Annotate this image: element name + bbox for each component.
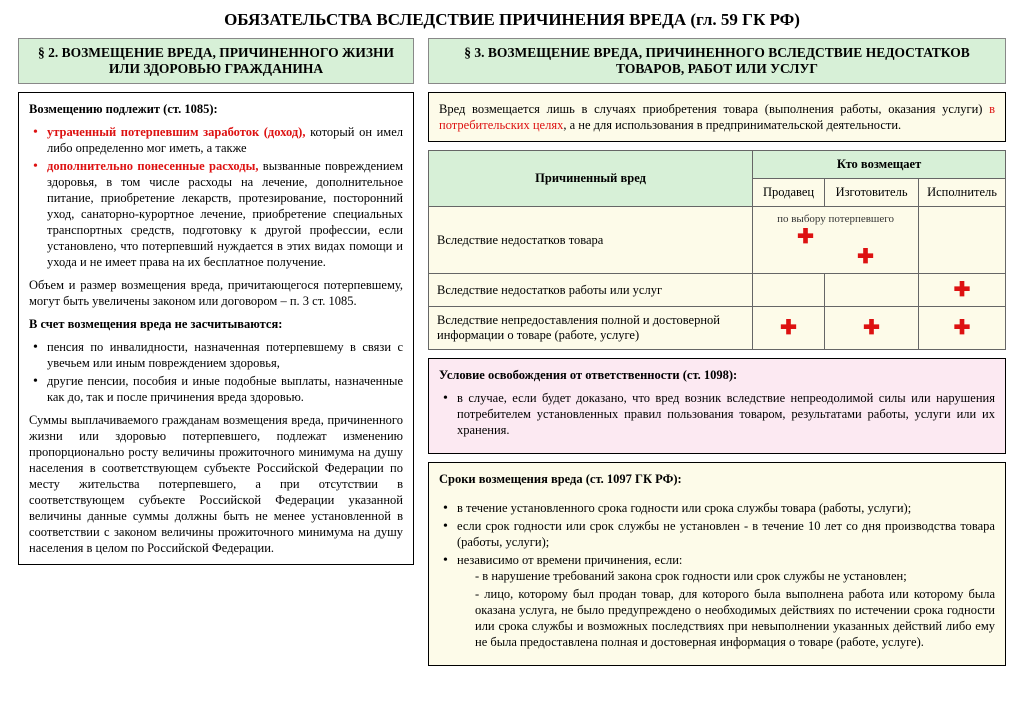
page-title: ОБЯЗАТЕЛЬСТВА ВСЛЕДСТВИЕ ПРИЧИНЕНИЯ ВРЕД…	[18, 10, 1006, 30]
row1-choice: по выбору потерпевшего ✚ ✚	[753, 207, 919, 274]
compensation-box: Возмещению подлежит (ст. 1085): утраченн…	[18, 92, 414, 565]
plus-icon: ✚	[863, 317, 880, 339]
row2-c1	[753, 274, 825, 307]
row3-label: Вследствие непредоставления полной и дос…	[429, 307, 753, 350]
intro-text: Вред возмещается лишь в случаях приобрет…	[439, 101, 995, 133]
intro-b: , а не для использования в предпринимате…	[563, 118, 901, 132]
terms-box: Сроки возмещения вреда (ст. 1097 ГК РФ):…	[428, 462, 1006, 666]
th-seller: Продавец	[753, 179, 825, 207]
row2-c2	[825, 274, 919, 307]
row2-label: Вследствие недостатков работы или услуг	[429, 274, 753, 307]
comp-intro: Возмещению подлежит (ст. 1085):	[29, 101, 403, 117]
terms-3a: - в нарушение требований закона срок год…	[475, 568, 995, 584]
th-exec: Исполнитель	[919, 179, 1006, 207]
comp-item-2-red: дополнительно понесенные расходы,	[47, 159, 258, 173]
th-who: Кто возмещает	[753, 151, 1006, 179]
right-column: § 3. ВОЗМЕЩЕНИЕ ВРЕДА, ПРИЧИНЕННОГО ВСЛЕ…	[428, 38, 1006, 674]
plus-icon: ✚	[797, 226, 814, 248]
not-counted-title: В счет возмещения вреда не засчитываются…	[29, 316, 403, 332]
row1-note: по выбору потерпевшего	[761, 213, 910, 225]
not-counted-2: другие пенсии, пособия и иные подобные в…	[29, 373, 403, 405]
terms-list: в течение установленного срока годности …	[439, 500, 995, 650]
terms-3b: - лицо, которому был продан товар, для к…	[475, 586, 995, 650]
exemption-item: в случае, если будет доказано, что вред …	[439, 390, 995, 438]
comp-item-2: дополнительно понесенные расходы, вызван…	[29, 158, 403, 270]
exemption-title: Условие освобождения от ответственности …	[439, 367, 995, 383]
row2-c3: ✚	[919, 274, 1006, 307]
exemption-list: в случае, если будет доказано, что вред …	[439, 390, 995, 438]
comp-p2: Объем и размер возмещения вреда, причита…	[29, 277, 403, 309]
th-harm: Причиненный вред	[429, 151, 753, 207]
columns: § 2. ВОЗМЕЩЕНИЕ ВРЕДА, ПРИЧИНЕННОГО ЖИЗН…	[18, 38, 1006, 674]
plus-icon: ✚	[954, 279, 971, 301]
plus-icon: ✚	[780, 317, 797, 339]
row3-c2: ✚	[825, 307, 919, 350]
liability-table: Причиненный вред Кто возмещает Продавец …	[428, 150, 1006, 350]
plus-icon: ✚	[857, 246, 874, 268]
terms-3-text: независимо от времени причинения, если:	[457, 553, 682, 567]
exemption-box: Условие освобождения от ответственности …	[428, 358, 1006, 454]
not-counted-list: пенсия по инвалидности, назначенная поте…	[29, 339, 403, 405]
intro-a: Вред возмещается лишь в случаях приобрет…	[439, 102, 989, 116]
comp-item-1: утраченный потерпевшим заработок (доход)…	[29, 124, 403, 156]
terms-3: независимо от времени причинения, если: …	[439, 552, 995, 650]
terms-3-sub: - в нарушение требований закона срок год…	[457, 568, 995, 650]
th-maker: Изготовитель	[825, 179, 919, 207]
terms-1: в течение установленного срока годности …	[439, 500, 995, 516]
comp-item-1-red: утраченный потерпевшим заработок (доход)…	[47, 125, 305, 139]
intro-box: Вред возмещается лишь в случаях приобрет…	[428, 92, 1006, 142]
comp-p4: Суммы выплачиваемого гражданам возмещени…	[29, 412, 403, 556]
row1-label: Вследствие недостатков товара	[429, 207, 753, 274]
not-counted-1: пенсия по инвалидности, назначенная поте…	[29, 339, 403, 371]
plus-icon: ✚	[954, 317, 971, 339]
row3-c3: ✚	[919, 307, 1006, 350]
row3-c1: ✚	[753, 307, 825, 350]
terms-2: если срок годности или срок службы не ус…	[439, 518, 995, 550]
section-3-header: § 3. ВОЗМЕЩЕНИЕ ВРЕДА, ПРИЧИНЕННОГО ВСЛЕ…	[428, 38, 1006, 84]
left-column: § 2. ВОЗМЕЩЕНИЕ ВРЕДА, ПРИЧИНЕННОГО ЖИЗН…	[18, 38, 414, 674]
terms-title: Сроки возмещения вреда (ст. 1097 ГК РФ):	[439, 471, 995, 487]
comp-list: утраченный потерпевшим заработок (доход)…	[29, 124, 403, 270]
section-2-header: § 2. ВОЗМЕЩЕНИЕ ВРЕДА, ПРИЧИНЕННОГО ЖИЗН…	[18, 38, 414, 84]
row1-c3	[919, 207, 1006, 274]
comp-item-2-rest: вызванные повреждением здоровья, в том ч…	[47, 159, 403, 269]
